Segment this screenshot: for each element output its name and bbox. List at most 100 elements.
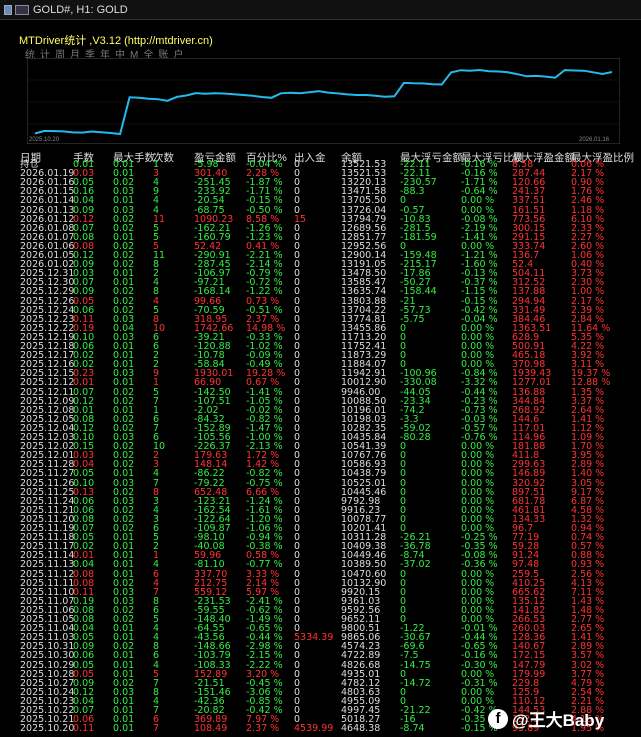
cell-4: 1742.66 bbox=[194, 322, 234, 334]
cell-2: 0.01 bbox=[113, 723, 135, 735]
cell-9: -0.73 % bbox=[461, 404, 498, 416]
cell-0: 2025.12.31 bbox=[20, 268, 75, 280]
cell-9: -0.76 % bbox=[461, 432, 498, 443]
cell-10: 681.78 bbox=[512, 495, 546, 507]
cell-5: -1.20 % bbox=[246, 513, 283, 525]
cell-8: 0 bbox=[400, 523, 407, 534]
cell-1: 0.09 bbox=[73, 677, 95, 689]
cell-2: 0.03 bbox=[113, 595, 135, 607]
tab-8[interactable]: 全 bbox=[143, 50, 156, 61]
cell-1: 0.12 bbox=[73, 422, 95, 434]
tab-10[interactable]: 户 bbox=[173, 50, 186, 61]
tab-7[interactable]: M bbox=[130, 50, 141, 61]
cell-6: 0 bbox=[294, 450, 301, 462]
cell-1: 0.13 bbox=[73, 486, 95, 498]
cell-2: 0.01 bbox=[113, 168, 135, 180]
cell-2: 0.02 bbox=[113, 523, 135, 534]
tab-4[interactable]: 季 bbox=[85, 50, 97, 61]
cell-2: 0.01 bbox=[113, 359, 135, 371]
table-row: 2025.12.29 0.09 0.02 8 -168.14 -1.22 % 0 13635.… bbox=[0, 286, 641, 298]
cell-10: 125.9 bbox=[512, 686, 540, 698]
cell-0: 2025.11.25 bbox=[20, 486, 75, 498]
cell-5: -1.24 % bbox=[246, 495, 283, 507]
cell-4: -233.92 bbox=[194, 186, 231, 198]
cell-11: 4.79 % bbox=[571, 677, 605, 689]
cell-6: 0 bbox=[294, 240, 301, 252]
cell-1: 0.06 bbox=[73, 304, 95, 316]
cell-2: 0.01 bbox=[113, 559, 135, 571]
cell-3: 4 bbox=[153, 277, 160, 289]
tab-3[interactable]: 月 bbox=[70, 50, 82, 61]
tab-6[interactable]: 中 bbox=[115, 50, 127, 61]
cell-6: 0 bbox=[294, 459, 301, 471]
cell-0: 2025.12.29 bbox=[20, 286, 75, 298]
cell-4: -20.54 bbox=[194, 195, 225, 207]
cell-6: 0 bbox=[294, 259, 301, 271]
cell-1: 0.08 bbox=[73, 614, 95, 625]
cell-6: 0 bbox=[294, 568, 301, 580]
cell-10: 461.81 bbox=[512, 504, 546, 516]
cell-9: 0.00 % bbox=[461, 568, 495, 580]
cell-0: 2025.11.20 bbox=[20, 513, 75, 525]
cell-8: -74.2 bbox=[400, 404, 425, 416]
cell-6: 0 bbox=[294, 532, 301, 544]
chart-area[interactable]: MTDriver统计 ,V3.12 (http://mtdriver.cn) 统… bbox=[0, 20, 641, 737]
cell-9: -0.04 % bbox=[461, 313, 498, 325]
cell-2: 0.02 bbox=[113, 386, 135, 398]
cell-7: 13471.58 bbox=[341, 186, 387, 198]
tab-9[interactable]: 账 bbox=[158, 50, 171, 61]
tab-2[interactable]: 周 bbox=[55, 50, 67, 61]
cell-4: 52.42 bbox=[194, 240, 222, 252]
cell-0: 2025.12.26 bbox=[20, 295, 75, 307]
table-row: 2025.11.28 0.04 0.02 3 148.14 1.42 % 0 10586.93… bbox=[0, 459, 641, 471]
cell-11: 2.56 % bbox=[571, 568, 605, 580]
cell-0: 2025.12.05 bbox=[20, 413, 75, 425]
cell-1: 0.08 bbox=[73, 568, 95, 580]
cell-10: 370.98 bbox=[512, 359, 546, 371]
cell-4: -58.84 bbox=[194, 359, 225, 371]
cell-4: -2.02 bbox=[194, 404, 219, 416]
cell-7: 12689.56 bbox=[341, 222, 387, 234]
cell-0: 2025.12.23 bbox=[20, 313, 75, 325]
tab-5[interactable]: 年 bbox=[100, 50, 112, 61]
cell-11: 2.88 % bbox=[571, 705, 605, 716]
cell-10: 97.48 bbox=[512, 559, 540, 571]
cell-3: 5 bbox=[153, 304, 160, 316]
cell-3: 7 bbox=[153, 422, 160, 434]
cell-7: 9592.56 bbox=[341, 604, 381, 616]
cell-0: 2025.11.26 bbox=[20, 477, 75, 489]
table-row: 2025.12.05 0.08 0.02 6 -84.32 -0.82 % 0 10198.0… bbox=[0, 413, 641, 425]
tab-0[interactable]: 统 bbox=[25, 50, 37, 61]
cell-8: -16 bbox=[400, 714, 416, 726]
col-header-2: 最大手数 bbox=[113, 152, 155, 164]
cell-8: 0 bbox=[400, 195, 407, 207]
cell-6: 0 bbox=[294, 695, 301, 707]
cell-7: 10078.77 bbox=[341, 513, 387, 525]
cell-9: -0.84 % bbox=[461, 368, 498, 380]
cell-1: 0.19 bbox=[73, 595, 95, 607]
equity-curve: 2025.10.20 2026.01.16 bbox=[27, 58, 620, 144]
cell-8: 0 bbox=[400, 459, 407, 471]
cell-6: 0 bbox=[294, 177, 301, 189]
cell-3: 3 bbox=[153, 495, 160, 507]
cell-10: 144.6 bbox=[512, 413, 540, 425]
cell-4: -98.10 bbox=[194, 532, 225, 544]
cell-10: 146.89 bbox=[512, 468, 546, 480]
tab-1[interactable]: 计 bbox=[40, 50, 52, 61]
cell-0: 2026.01.16 bbox=[20, 177, 75, 189]
cell-2: 0.02 bbox=[113, 295, 135, 307]
cell-10: 192.1 bbox=[512, 714, 540, 726]
cell-7: 4935.01 bbox=[341, 668, 381, 680]
table-row: 2025.11.03 0.05 0.01 4 -43.56 -0.44 % 5334.39 9… bbox=[0, 633, 641, 643]
cell-1: 0.12 bbox=[73, 213, 95, 225]
cell-6: 0 bbox=[294, 614, 301, 625]
cell-2: 0.01 bbox=[113, 623, 135, 635]
cell-9: -0.42 % bbox=[461, 705, 498, 716]
equity-line bbox=[34, 68, 613, 136]
col-header-4: 盈亏金额 bbox=[194, 152, 236, 164]
table-row: 2025.10.23 0.04 0.01 4 -42.36 -0.85 % 0 4955.09… bbox=[0, 695, 641, 707]
table-row: 2025.11.20 0.08 0.02 3 -122.64 -1.20 % 0 10078.… bbox=[0, 513, 641, 525]
cell-3: 5 bbox=[153, 532, 160, 544]
cell-11: 0.74 % bbox=[571, 532, 605, 544]
cell-5: -0.94 % bbox=[246, 532, 283, 544]
